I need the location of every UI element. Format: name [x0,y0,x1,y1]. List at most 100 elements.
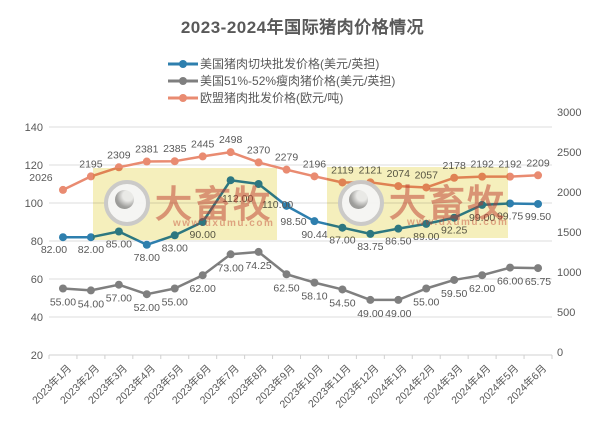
data-point [282,165,291,174]
data-label: 86.50 [385,236,411,248]
legend-item-us-pork-cutout[interactable]: 美国猪肉切块批发价格(美元/英担) [168,55,395,72]
data-label: 2381 [135,144,159,156]
data-label: 57.00 [106,293,132,305]
data-label: 83.00 [162,242,188,254]
left-axis-tick-label: 120 [25,160,43,172]
data-point [310,278,319,287]
data-point [58,284,67,293]
right-axis-tick-label: 3000 [557,107,581,119]
left-axis-tick-label: 140 [25,122,43,134]
data-label: 2370 [247,144,271,156]
data-point [58,185,67,194]
data-label: 2209 [526,157,550,169]
data-label: 83.75 [357,241,383,253]
legend-marker-line-dot-icon [168,76,198,85]
data-label: 62.00 [469,283,495,295]
data-point [58,233,67,242]
data-label: 62.00 [190,283,216,295]
data-label: 82.00 [41,244,67,256]
data-point [198,271,207,280]
right-axis-tick-label: 1500 [557,227,581,239]
data-label: 98.50 [280,216,306,228]
data-label: 54.50 [329,297,355,309]
data-label: 85.00 [106,239,132,251]
data-label: 52.00 [134,302,160,314]
data-label: 55.00 [162,297,188,309]
left-axis-tick-label: 40 [31,312,43,324]
left-axis-tick-label: 100 [25,198,43,210]
data-point [478,271,487,280]
legend-label: 美国猪肉切块批发价格(美元/英担) [200,57,380,71]
data-point [534,171,543,180]
data-label: 62.50 [273,282,299,294]
data-point [366,295,375,304]
data-label: 55.00 [50,297,76,309]
watermark: 大畜牧 www.dxumu.com [327,167,508,238]
data-point [310,217,319,226]
data-point [170,157,179,166]
watermark-url: www.dxumu.com [407,217,509,228]
data-label: 2445 [191,138,215,150]
right-axis-tick-label: 2000 [557,187,581,199]
data-label: 49.00 [357,308,383,320]
data-label: 58.10 [301,291,327,303]
data-label: 74.25 [245,260,271,272]
watermark-brand: 大畜牧 [389,183,506,224]
data-point [338,285,347,294]
data-point [450,275,459,284]
data-point [170,284,179,293]
data-point [254,247,263,256]
data-label: 2385 [163,143,187,155]
data-point [506,199,515,208]
left-axis-tick-label: 80 [31,236,43,248]
data-point [506,263,515,272]
data-label: 2195 [79,158,103,170]
data-label: 99.50 [525,211,551,223]
data-point [254,158,263,167]
data-label: 54.00 [78,298,104,310]
data-point [198,152,207,161]
legend-item-us-lean-hog[interactable]: 美国51%-52%瘦肉猪价格(美元/英担) [168,72,395,89]
eye-pupil-icon [115,190,134,209]
chart-title: 2023-2024年国际猪肉价格情况 [180,18,425,37]
data-point [142,290,151,299]
data-point [282,201,291,210]
legend-label: 欧盟猪肉批发价格(欧元/吨) [200,91,344,105]
series-line [62,250,539,302]
data-point [394,295,403,304]
data-label: 78.00 [134,252,160,264]
data-point [534,264,543,273]
data-point [114,280,123,289]
data-label: 90.44 [301,229,327,241]
left-axis-tick-label: 20 [31,350,43,362]
eye-logo-icon [104,180,150,226]
data-label: 65.75 [525,276,551,288]
left-axis-tick-label: 60 [31,274,43,286]
legend-marker-line-dot-icon [168,59,198,68]
data-point [142,157,151,166]
legend-item-eu-pork[interactable]: 欧盟猪肉批发价格(欧元/吨) [168,89,395,106]
data-label: 49.00 [385,308,411,320]
data-label: 66.00 [497,276,523,288]
data-label: 2196 [303,158,327,170]
data-point [86,233,95,242]
legend-label: 美国51%-52%瘦肉猪价格(美元/英担) [200,74,396,88]
legend: 美国猪肉切块批发价格(美元/英担) 美国51%-52%瘦肉猪价格(美元/英担) … [168,55,395,106]
data-point [422,284,431,293]
legend-marker-line-dot-icon [168,93,198,102]
watermark-brand: 大畜牧 [155,184,272,225]
data-point [142,240,151,249]
watermark: 大畜牧 www.dxumu.com [93,168,277,240]
data-point [534,199,543,208]
right-axis-tick-label: 1000 [557,267,581,279]
data-label: 2026 [29,172,53,184]
watermark-url: www.dxumu.com [173,218,275,229]
data-point [226,148,235,157]
data-point [86,286,95,295]
data-label: 59.50 [441,288,467,300]
data-label: 2279 [275,152,299,164]
data-point [506,172,515,181]
data-label: 82.00 [78,244,104,256]
